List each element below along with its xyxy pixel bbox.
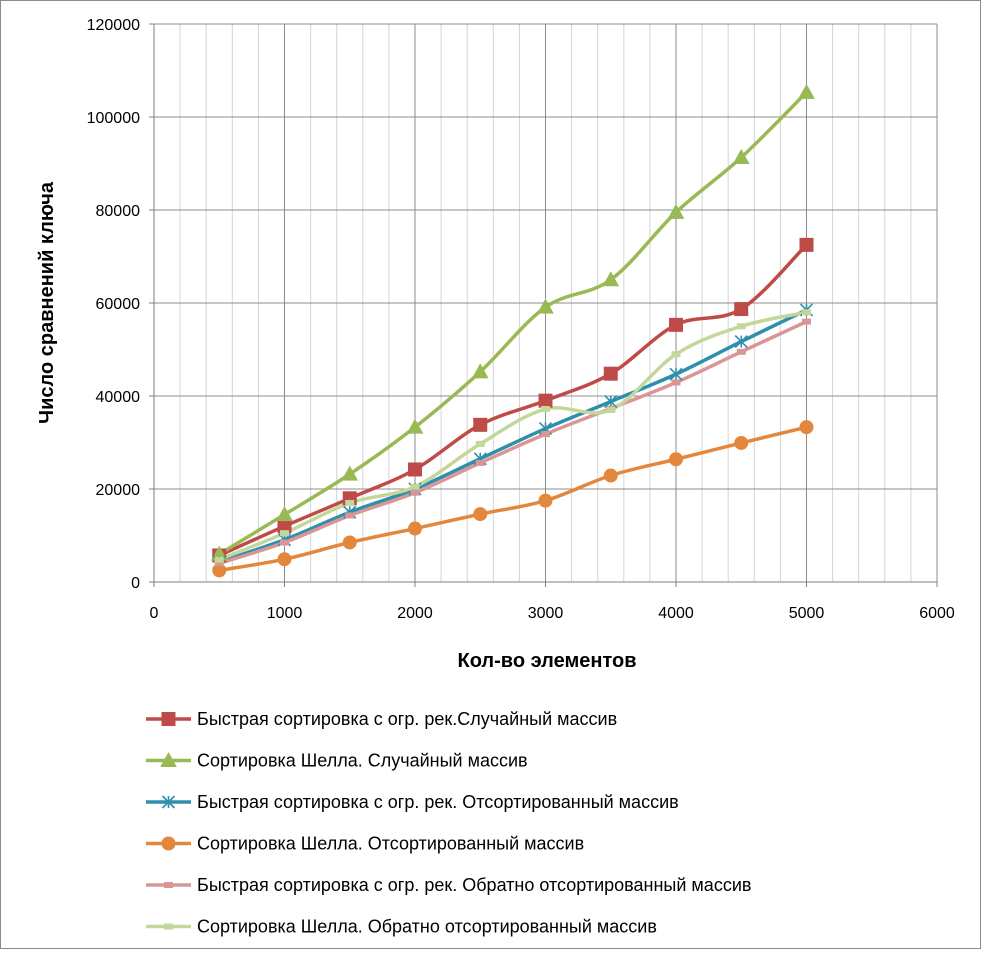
circle-marker — [161, 836, 176, 851]
square-marker — [799, 237, 814, 252]
legend-item: Сортировка Шелла. Обратно отсортированны… — [146, 917, 657, 937]
x-tick-label: 1000 — [267, 605, 303, 622]
x-axis-title: Кол-во элементов — [458, 650, 637, 672]
y-tick-label: 40000 — [96, 389, 141, 406]
y-tick-label: 100000 — [87, 110, 140, 127]
series-lines — [218, 91, 808, 573]
series-marker-group — [214, 309, 811, 563]
dash-marker — [214, 556, 224, 563]
circle-marker — [277, 552, 292, 567]
series-line — [218, 320, 808, 566]
series-marker-group — [212, 420, 814, 578]
y-tick-label: 0 — [131, 575, 140, 592]
dash-marker — [541, 406, 550, 413]
x-tick-labels: 0 1000 2000 3000 4000 5000 6000 — [150, 605, 955, 622]
y-tick-label: 20000 — [96, 482, 141, 499]
series-marker-group — [214, 318, 811, 567]
triangle-marker — [732, 148, 750, 164]
y-tick-label: 60000 — [96, 296, 141, 313]
legend-label: Быстрая сортировка с огр. рек. Обратно о… — [197, 875, 751, 895]
legend-label: Сортировка Шелла. Случайный массив — [197, 751, 528, 771]
legend-label: Быстрая сортировка с огр. рек. Отсортиро… — [197, 792, 679, 812]
star-marker — [161, 795, 176, 809]
circle-marker — [538, 493, 553, 508]
star-marker — [669, 367, 683, 381]
square-marker — [408, 462, 422, 477]
circle-marker — [734, 435, 749, 450]
series-line — [218, 91, 808, 556]
x-tick-label: 6000 — [919, 605, 955, 622]
legend: Быстрая сортировка с огр. рек.Случайный … — [146, 709, 751, 937]
x-tick-label: 0 — [150, 605, 159, 622]
series-line — [218, 308, 808, 564]
triangle-marker — [276, 506, 293, 522]
dash-marker — [802, 318, 811, 325]
dash-marker — [671, 379, 681, 386]
triangle-marker — [667, 203, 685, 219]
x-tick-label: 4000 — [658, 605, 694, 622]
dash-marker — [345, 512, 355, 519]
dash-marker — [671, 351, 681, 358]
series-marker-group — [212, 237, 814, 563]
dash-marker — [736, 348, 746, 355]
triangle-marker — [602, 271, 620, 287]
dash-marker — [164, 882, 173, 888]
dash-marker — [606, 406, 616, 413]
triangle-marker — [160, 751, 177, 767]
series-line — [218, 310, 807, 562]
dash-marker — [164, 923, 173, 930]
y-axis-title: Число сравнений ключа — [36, 181, 58, 424]
dash-marker — [475, 440, 485, 447]
dash-marker — [410, 483, 420, 490]
legend-item: Сортировка Шелла. Отсортированный массив — [146, 834, 584, 854]
triangle-marker — [537, 298, 554, 314]
legend-item: Быстрая сортировка с огр. рек.Случайный … — [146, 709, 617, 729]
legend-label: Быстрая сортировка с огр. рек.Случайный … — [197, 709, 617, 729]
square-marker — [734, 302, 749, 317]
square-marker — [473, 417, 488, 432]
legend-item: Быстрая сортировка с огр. рек. Отсортиро… — [146, 792, 679, 812]
series-line — [218, 243, 808, 558]
y-tick-label: 120000 — [87, 17, 140, 34]
triangle-marker — [471, 363, 489, 379]
x-tick-label: 3000 — [528, 605, 564, 622]
y-tick-label: 80000 — [96, 203, 141, 220]
triangle-marker — [406, 418, 424, 434]
dash-marker — [541, 431, 550, 438]
dash-marker — [475, 459, 485, 466]
y-tick-labels: 0 20000 40000 60000 80000 100000 120000 — [87, 17, 140, 592]
legend-label: Сортировка Шелла. Обратно отсортированны… — [197, 917, 657, 937]
dash-marker — [802, 309, 811, 316]
square-marker — [603, 366, 618, 381]
square-marker — [669, 317, 683, 332]
x-tick-label: 2000 — [397, 605, 433, 622]
legend-item: Сортировка Шелла. Случайный массив — [146, 751, 528, 771]
series-line — [218, 425, 807, 573]
dash-marker — [736, 323, 746, 330]
dash-marker — [280, 530, 289, 537]
series-markers — [210, 83, 815, 578]
circle-marker — [473, 507, 488, 522]
circle-marker — [799, 420, 814, 435]
dash-marker — [345, 499, 355, 506]
dash-marker — [410, 489, 420, 496]
star-marker — [734, 335, 748, 349]
square-marker — [538, 393, 553, 408]
square-marker — [161, 712, 176, 726]
circle-marker — [408, 521, 422, 536]
circle-marker — [669, 452, 683, 467]
axes — [149, 23, 938, 587]
circle-marker — [342, 535, 357, 550]
series-marker-group — [212, 303, 814, 569]
triangle-marker — [798, 83, 815, 99]
dash-marker — [280, 539, 289, 546]
circle-marker — [603, 468, 618, 483]
legend-item: Быстрая сортировка с огр. рек. Обратно о… — [146, 875, 751, 895]
legend-label: Сортировка Шелла. Отсортированный массив — [197, 834, 584, 854]
x-tick-label: 5000 — [789, 605, 825, 622]
triangle-marker — [341, 465, 359, 481]
